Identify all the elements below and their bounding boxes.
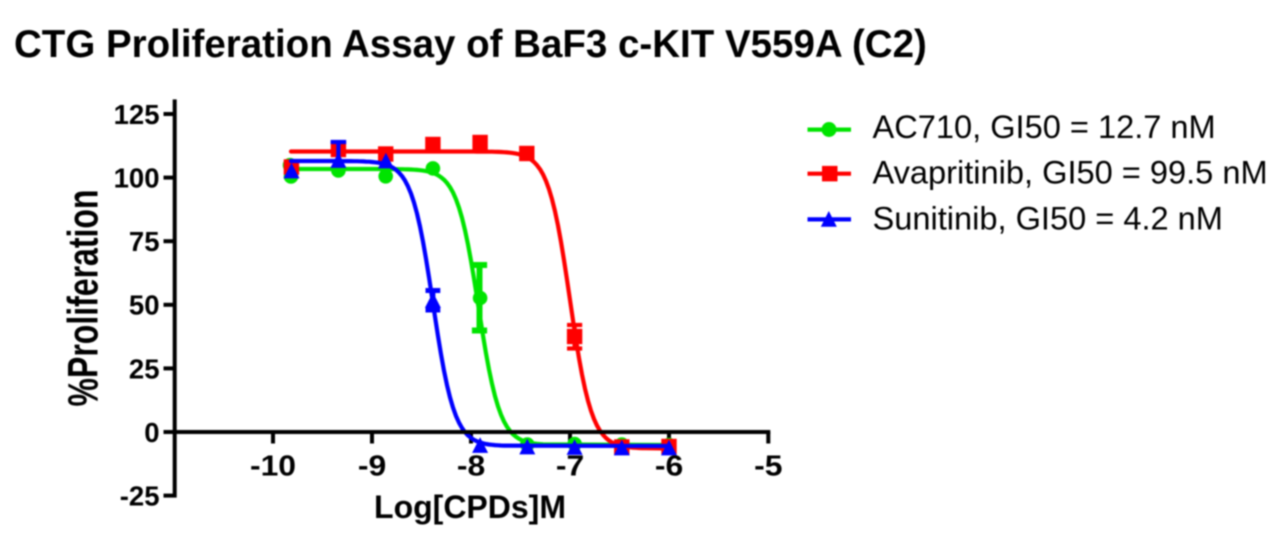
svg-text:75: 75 (129, 226, 160, 257)
svg-text:-5: -5 (754, 450, 782, 482)
svg-text:Avapritinib, GI50 = 99.5 nM: Avapritinib, GI50 = 99.5 nM (873, 154, 1268, 191)
svg-text:%Proliferation: %Proliferation (59, 190, 106, 407)
svg-text:Log[CPDs]M: Log[CPDs]M (374, 489, 566, 525)
svg-text:100: 100 (114, 163, 160, 194)
svg-text:125: 125 (114, 99, 160, 130)
svg-text:Sunitinib, GI50 = 4.2 nM: Sunitinib, GI50 = 4.2 nM (873, 200, 1223, 237)
svg-text:0: 0 (144, 417, 159, 448)
svg-text:-7: -7 (556, 450, 584, 482)
svg-text:-9: -9 (358, 450, 386, 482)
svg-text:-10: -10 (250, 450, 296, 482)
svg-text:CTG Proliferation Assay of BaF: CTG Proliferation Assay of BaF3 c-KIT V5… (14, 23, 927, 66)
svg-text:-8: -8 (457, 450, 485, 482)
svg-text:AC710, GI50 = 12.7 nM: AC710, GI50 = 12.7 nM (873, 108, 1216, 145)
svg-text:50: 50 (129, 290, 160, 321)
svg-text:-25: -25 (120, 481, 160, 512)
svg-text:-6: -6 (655, 450, 683, 482)
svg-text:25: 25 (129, 353, 160, 384)
